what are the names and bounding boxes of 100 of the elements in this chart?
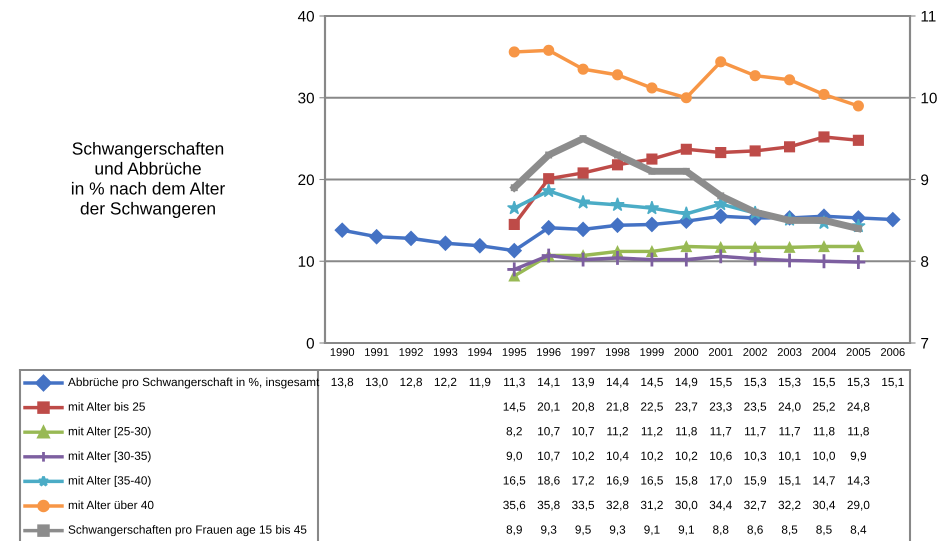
data-label: 14,3 bbox=[848, 476, 870, 486]
data-label: 14,5 bbox=[504, 402, 526, 412]
data-label: 15,8 bbox=[676, 476, 698, 486]
data-label: 32,2 bbox=[778, 500, 800, 511]
x-tick-label: 1997 bbox=[572, 348, 595, 356]
x-tick-label: 1992 bbox=[400, 348, 423, 356]
data-label: 10,2 bbox=[641, 452, 663, 462]
data-label: 15,5 bbox=[710, 378, 732, 388]
data-label: 23,3 bbox=[710, 402, 732, 412]
data-label: 20,1 bbox=[538, 402, 560, 412]
data-label: 14,5 bbox=[641, 378, 663, 388]
data-label: 16,5 bbox=[641, 476, 663, 486]
x-tick-label: 1998 bbox=[606, 348, 630, 356]
legend-label: mit Alter [30-35) bbox=[68, 451, 151, 462]
x-tick-label: 2001 bbox=[708, 348, 733, 356]
data-label: 33,5 bbox=[572, 500, 594, 511]
legend-label: mit Alter bis 25 bbox=[68, 402, 145, 411]
data-label: 29,0 bbox=[847, 500, 870, 511]
data-label: 17,0 bbox=[710, 476, 732, 486]
data-label: 30,4 bbox=[812, 500, 836, 511]
legend-label: Abbrüche pro Schwangerschaft in %, insgesamt bbox=[68, 377, 320, 389]
y2-tick-label: 10 bbox=[922, 92, 937, 104]
data-label: 11,3 bbox=[504, 378, 525, 388]
data-label: 11,8 bbox=[848, 427, 869, 437]
y-tick-label: 40 bbox=[298, 10, 314, 22]
x-tick-label: 2004 bbox=[812, 348, 836, 356]
data-label: 10,7 bbox=[538, 427, 560, 437]
x-tick-label: 2006 bbox=[880, 348, 905, 356]
data-label: 9,0 bbox=[506, 452, 522, 462]
y-tick-label: 0 bbox=[306, 338, 314, 349]
y-tick-label: 10 bbox=[298, 256, 314, 267]
data-label: 10,3 bbox=[744, 452, 766, 462]
data-label: 8,8 bbox=[713, 525, 728, 536]
data-label: 10,7 bbox=[538, 452, 560, 462]
data-label: 24,8 bbox=[847, 402, 870, 412]
x-tick-label: 2003 bbox=[778, 348, 802, 356]
data-label: 23,5 bbox=[744, 402, 766, 412]
data-label: 9,3 bbox=[541, 525, 556, 536]
data-label: 17,2 bbox=[572, 476, 594, 486]
data-label: 14,1 bbox=[538, 378, 560, 388]
data-label: 25,2 bbox=[813, 402, 835, 412]
data-label: 10,4 bbox=[606, 452, 629, 462]
data-label: 14,7 bbox=[813, 476, 835, 486]
x-tick-label: 1991 bbox=[365, 348, 388, 356]
data-label: 22,5 bbox=[641, 402, 663, 412]
data-label: 35,8 bbox=[538, 500, 560, 511]
data-label: 15,3 bbox=[778, 378, 801, 388]
data-label: 15,3 bbox=[744, 378, 766, 388]
data-label: 32,8 bbox=[606, 500, 628, 511]
legend-label: mit Alter [35-40) bbox=[68, 476, 151, 487]
data-label: 11,2 bbox=[642, 427, 662, 437]
data-label: 13,0 bbox=[366, 378, 388, 388]
data-label: 11,7 bbox=[779, 427, 800, 437]
data-label: 15,1 bbox=[778, 476, 800, 486]
data-label: 24,0 bbox=[778, 402, 801, 412]
x-tick-label: 2002 bbox=[743, 348, 767, 356]
data-label: 15,3 bbox=[848, 378, 870, 388]
data-label: 11,7 bbox=[744, 427, 766, 437]
x-tick-label: 2000 bbox=[674, 348, 698, 356]
data-label: 10,7 bbox=[572, 427, 594, 437]
data-label: 12,8 bbox=[400, 378, 422, 388]
data-label: 10,1 bbox=[778, 452, 800, 462]
data-label: 14,4 bbox=[606, 378, 629, 388]
y-tick-label: 30 bbox=[298, 92, 314, 104]
data-label: 31,2 bbox=[640, 500, 663, 511]
x-tick-label: 1994 bbox=[468, 348, 492, 356]
data-label: 10,2 bbox=[676, 452, 698, 462]
data-label: 11,7 bbox=[710, 427, 732, 437]
y2-tick-label: 11 bbox=[922, 11, 936, 22]
data-label: 14,9 bbox=[676, 378, 698, 388]
data-label: 34,4 bbox=[710, 500, 732, 511]
data-label: 11,2 bbox=[607, 427, 628, 437]
y2-tick-label: 8 bbox=[921, 256, 928, 267]
data-label: 30,0 bbox=[675, 500, 698, 511]
y2-tick-label: 7 bbox=[921, 338, 928, 349]
data-label: 11,8 bbox=[676, 427, 697, 437]
data-label: 10,0 bbox=[813, 452, 835, 462]
x-tick-label: 1990 bbox=[330, 348, 354, 356]
data-label: 18,6 bbox=[538, 476, 560, 486]
y-tick-label: 20 bbox=[298, 174, 314, 186]
data-label: 16,5 bbox=[504, 476, 526, 486]
data-label: 11,8 bbox=[814, 427, 835, 437]
data-label: 9,9 bbox=[850, 452, 866, 462]
data-label: 8,2 bbox=[506, 427, 522, 437]
x-tick-label: 2005 bbox=[846, 348, 870, 356]
data-label: 15,1 bbox=[882, 378, 904, 388]
data-label: 8,5 bbox=[782, 525, 798, 536]
legend-label: mit Alter über 40 bbox=[68, 500, 154, 510]
data-label: 23,7 bbox=[675, 402, 698, 412]
data-label: 35,6 bbox=[503, 500, 526, 511]
data-label: 13,9 bbox=[572, 378, 594, 388]
y2-tick-label: 9 bbox=[921, 174, 928, 186]
data-label: 15,9 bbox=[744, 476, 766, 486]
data-label: 10,2 bbox=[572, 452, 594, 462]
data-label: 12,2 bbox=[434, 378, 456, 388]
x-tick-label: 1999 bbox=[640, 348, 664, 356]
text: Schwangerschaften und Abbrüche in % nach dem Alter der Schwangeren bbox=[72, 142, 225, 218]
data-label: 9,5 bbox=[575, 525, 591, 536]
data-label: 32,7 bbox=[744, 500, 766, 511]
data-label: 15,5 bbox=[813, 378, 835, 388]
